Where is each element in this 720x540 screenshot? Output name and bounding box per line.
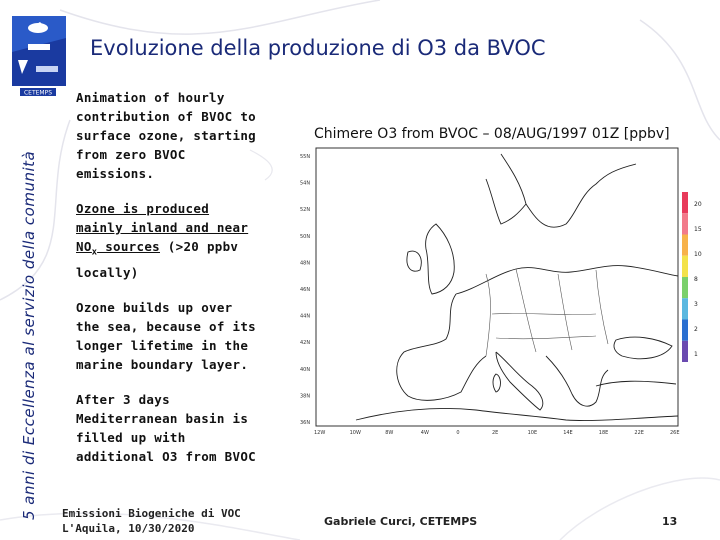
longitude-label: 8W <box>385 430 393 436</box>
longitude-label: 26E <box>670 430 680 436</box>
ozone-map-figure: Chimere O3 from BVOC – 08/AUG/1997 01Z [… <box>296 124 716 444</box>
page-number: 13 <box>662 515 678 528</box>
longitude-label: 10E <box>528 430 538 436</box>
longitude-label: 12W <box>314 430 325 436</box>
colorbar-segment <box>682 255 688 277</box>
colorbar-segment <box>682 192 688 214</box>
colorbar-segment <box>682 234 688 256</box>
latitude-label: 48N <box>300 260 310 266</box>
footer-event: Emissioni Biogeniche di VOC <box>62 507 241 520</box>
footer-date: L'Aquila, 10/30/2020 <box>62 522 195 535</box>
longitude-label: 0 <box>456 430 459 436</box>
colorbar-segment <box>682 319 688 341</box>
latitude-label: 55N <box>300 154 310 160</box>
colorbar <box>682 192 688 362</box>
bullet-list: Animation of hourly contribution of BVOC… <box>76 88 258 482</box>
latitude-label: 44N <box>300 314 310 320</box>
latitude-labels: 55N 54N 52N 50N 48N 46N 44N 42N 40N 38N 36N <box>300 154 310 426</box>
bullet-2-underlined: Ozone is produced mainly inland and near… <box>76 201 249 258</box>
colorbar-label: 10 <box>694 251 702 258</box>
colorbar-segment <box>682 298 688 320</box>
longitude-label: 18E <box>599 430 609 436</box>
longitude-label: 2E <box>492 430 498 436</box>
colorbar-segment <box>682 340 688 362</box>
colorbar-labels: 20 15 10 8 3 2 1 <box>694 201 702 358</box>
logo-text: CETEMPS <box>24 90 52 97</box>
bullet-1: Animation of hourly contribution of BVOC… <box>76 90 256 181</box>
colorbar-label: 1 <box>694 351 698 358</box>
latitude-label: 52N <box>300 207 310 213</box>
page-title: Evoluzione della produzione di O3 da BVO… <box>90 36 546 60</box>
colorbar-label: 15 <box>694 226 702 233</box>
colorbar-segment <box>682 213 688 235</box>
bullet-3: Ozone builds up over the sea, because of… <box>76 299 256 372</box>
vertical-tagline: 5 anni di Eccellenza al servizio della c… <box>20 150 38 520</box>
footer-left: Emissioni Biogeniche di VOC L'Aquila, 10… <box>62 506 241 536</box>
latitude-label: 40N <box>300 367 310 373</box>
cetemps-logo: CETEMPS <box>12 16 66 97</box>
map-title: Chimere O3 from BVOC – 08/AUG/1997 01Z [… <box>314 126 670 142</box>
footer-author: Gabriele Curci, CETEMPS <box>324 515 478 528</box>
latitude-label: 46N <box>300 287 310 293</box>
longitude-label: 22E <box>634 430 644 436</box>
colorbar-label: 3 <box>694 301 698 308</box>
colorbar-label: 2 <box>694 326 698 333</box>
latitude-label: 50N <box>300 234 310 240</box>
latitude-label: 38N <box>300 393 310 399</box>
latitude-label: 42N <box>300 340 310 346</box>
colorbar-label: 20 <box>694 201 702 208</box>
latitude-label: 36N <box>300 420 310 426</box>
colorbar-label: 8 <box>694 276 698 283</box>
longitude-labels: 12W 10W 8W 4W 0 2E 10E 14E 18E 22E 26E <box>314 430 680 436</box>
coastlines <box>355 153 679 421</box>
longitude-label: 4W <box>421 430 429 436</box>
europe-map: 55N 54N 52N 50N 48N 46N 44N 42N 40N 38N 36N 12W 10W… <box>300 147 702 436</box>
longitude-label: 10W <box>350 430 361 436</box>
colorbar-segment <box>682 277 688 299</box>
bullet-2: Ozone is produced mainly inland and near… <box>76 201 249 280</box>
bullet-4: After 3 days Mediterranean basin is fill… <box>76 391 256 464</box>
longitude-label: 14E <box>563 430 573 436</box>
latitude-label: 54N <box>300 181 310 187</box>
